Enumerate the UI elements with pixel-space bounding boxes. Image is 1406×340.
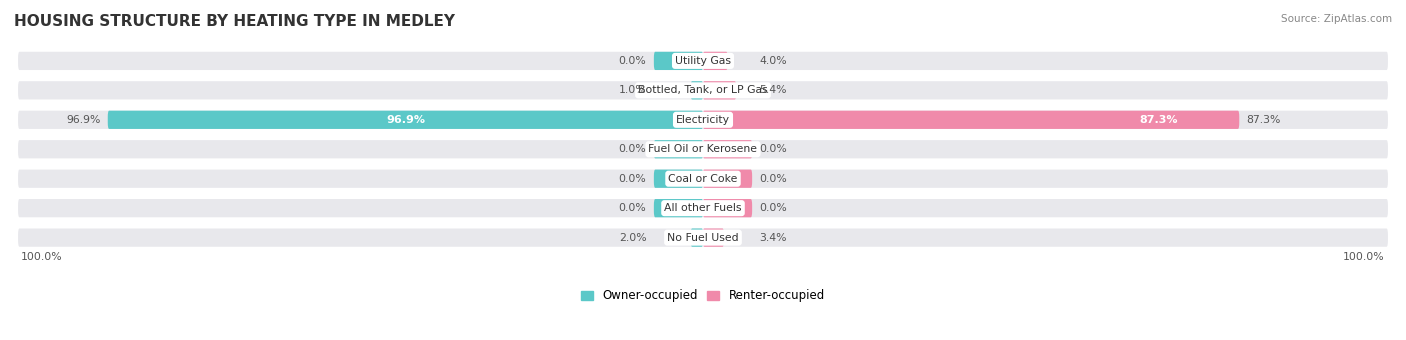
Text: 0.0%: 0.0%: [759, 144, 787, 154]
FancyBboxPatch shape: [703, 170, 752, 188]
FancyBboxPatch shape: [18, 228, 1388, 247]
FancyBboxPatch shape: [108, 110, 703, 129]
FancyBboxPatch shape: [654, 199, 703, 217]
FancyBboxPatch shape: [690, 228, 703, 247]
Text: Bottled, Tank, or LP Gas: Bottled, Tank, or LP Gas: [638, 85, 768, 95]
Text: 87.3%: 87.3%: [1140, 115, 1178, 125]
Text: HOUSING STRUCTURE BY HEATING TYPE IN MEDLEY: HOUSING STRUCTURE BY HEATING TYPE IN MED…: [14, 14, 456, 29]
Text: 96.9%: 96.9%: [66, 115, 100, 125]
Text: Electricity: Electricity: [676, 115, 730, 125]
Text: 0.0%: 0.0%: [619, 174, 647, 184]
Text: 2.0%: 2.0%: [619, 233, 647, 243]
Text: 87.3%: 87.3%: [1247, 115, 1281, 125]
Text: 1.0%: 1.0%: [619, 85, 647, 95]
FancyBboxPatch shape: [18, 140, 1388, 158]
FancyBboxPatch shape: [18, 110, 1388, 129]
FancyBboxPatch shape: [18, 81, 1388, 100]
Text: Coal or Coke: Coal or Coke: [668, 174, 738, 184]
Text: 0.0%: 0.0%: [619, 144, 647, 154]
FancyBboxPatch shape: [703, 199, 752, 217]
Text: 0.0%: 0.0%: [619, 203, 647, 213]
Text: 100.0%: 100.0%: [1343, 252, 1385, 262]
Text: Utility Gas: Utility Gas: [675, 56, 731, 66]
Text: Fuel Oil or Kerosene: Fuel Oil or Kerosene: [648, 144, 758, 154]
FancyBboxPatch shape: [703, 81, 737, 100]
Text: Source: ZipAtlas.com: Source: ZipAtlas.com: [1281, 14, 1392, 23]
FancyBboxPatch shape: [703, 140, 752, 158]
FancyBboxPatch shape: [690, 81, 703, 100]
FancyBboxPatch shape: [18, 52, 1388, 70]
Text: 96.9%: 96.9%: [385, 115, 425, 125]
Text: No Fuel Used: No Fuel Used: [668, 233, 738, 243]
Text: 3.4%: 3.4%: [759, 233, 787, 243]
Text: 100.0%: 100.0%: [21, 252, 63, 262]
FancyBboxPatch shape: [18, 199, 1388, 217]
FancyBboxPatch shape: [654, 140, 703, 158]
Text: 4.0%: 4.0%: [759, 56, 787, 66]
FancyBboxPatch shape: [703, 52, 727, 70]
FancyBboxPatch shape: [18, 170, 1388, 188]
FancyBboxPatch shape: [703, 110, 1239, 129]
Legend: Owner-occupied, Renter-occupied: Owner-occupied, Renter-occupied: [581, 289, 825, 302]
FancyBboxPatch shape: [654, 52, 703, 70]
Text: 0.0%: 0.0%: [759, 203, 787, 213]
Text: 0.0%: 0.0%: [619, 56, 647, 66]
FancyBboxPatch shape: [654, 170, 703, 188]
Text: 0.0%: 0.0%: [759, 174, 787, 184]
Text: 5.4%: 5.4%: [759, 85, 787, 95]
Text: All other Fuels: All other Fuels: [664, 203, 742, 213]
FancyBboxPatch shape: [703, 228, 724, 247]
